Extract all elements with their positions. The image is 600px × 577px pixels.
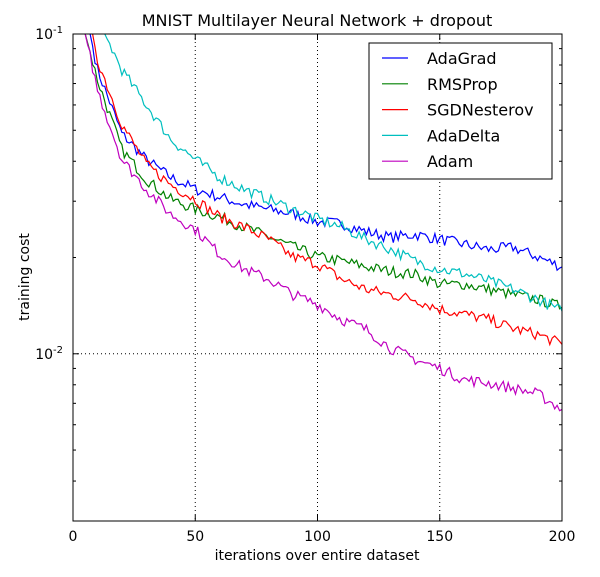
legend-box (368, 42, 553, 180)
x-tick-label: 100 (304, 529, 331, 545)
series-line-adadelta (104, 34, 562, 312)
series-line-adam (84, 34, 562, 412)
legend-label: Adam (427, 152, 473, 171)
x-axis-label: iterations over entire dataset (215, 548, 420, 564)
grid (73, 34, 562, 521)
x-tick-label: 200 (549, 529, 576, 545)
series-line-sgdnesterov (92, 34, 562, 347)
axis-ticks: 0 50 100 150 200 10-1 10-2 (35, 25, 575, 545)
legend-label: AdaDelta (427, 126, 500, 145)
chart-title: MNIST Multilayer Neural Network + dropou… (142, 11, 493, 30)
series-lines (84, 34, 562, 412)
y-axis-label: training cost (17, 233, 33, 321)
y-tick-label: 10-1 (35, 25, 63, 43)
legend-label: AdaGrad (427, 49, 497, 68)
x-tick-label: 50 (186, 529, 204, 545)
y-tick-label: 10-2 (35, 345, 63, 363)
series-line-rmsprop (84, 34, 562, 310)
x-tick-label: 150 (426, 529, 453, 545)
legend: AdaGrad RMSProp SGDNesterov AdaDelta Adam (368, 42, 553, 180)
legend-label: RMSProp (427, 75, 498, 94)
x-tick-label: 0 (69, 529, 78, 545)
legend-label: SGDNesterov (427, 101, 534, 120)
